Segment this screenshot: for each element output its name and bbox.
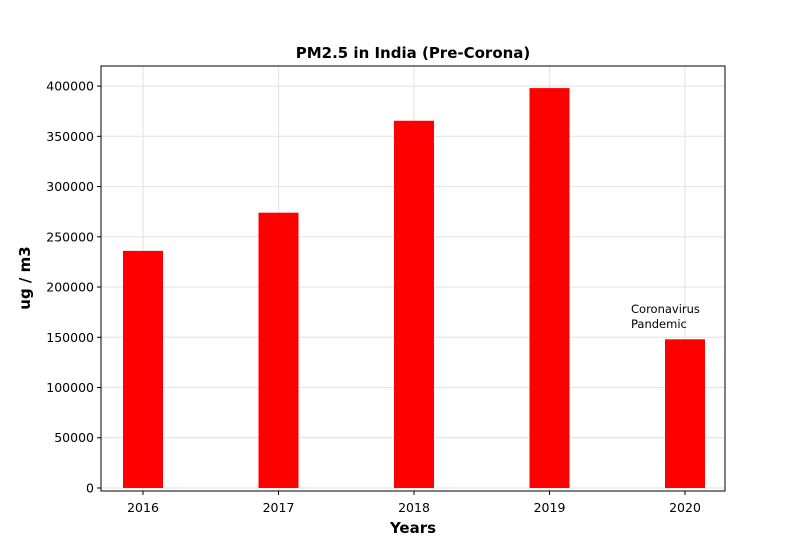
y-tick-label: 250000 [46, 229, 94, 244]
y-tick-label: 350000 [46, 129, 94, 144]
bar-2018 [394, 120, 434, 488]
bar-2016 [123, 250, 163, 488]
x-tick-label: 2017 [263, 500, 295, 515]
y-tick-label: 300000 [46, 179, 94, 194]
bar-2020 [665, 339, 705, 488]
x-tick-label: 2018 [398, 500, 430, 515]
annotation-line: Pandemic [631, 317, 687, 331]
y-tick-label: 50000 [54, 430, 94, 445]
annotation-line: Coronavirus [631, 302, 700, 316]
plot-frame [100, 65, 726, 492]
y-axis-label: ug / m3 [16, 246, 34, 309]
x-tick-label: 2020 [669, 500, 701, 515]
x-axis-label: Years [389, 519, 436, 537]
x-tick-label: 2016 [127, 500, 159, 515]
y-axis-ticks: 0 50000 100000 150000 200000 250000 300000 3500… [46, 79, 101, 495]
bars [123, 88, 705, 488]
bar-2017 [258, 212, 299, 488]
y-tick-label: 200000 [46, 280, 94, 295]
x-axis-ticks: 2016 2017 2018 2019 2020 [127, 491, 701, 515]
y-tick-label: 150000 [46, 330, 94, 345]
x-tick-label: 2019 [534, 500, 566, 515]
y-tick-label: 100000 [46, 380, 94, 395]
bar-2019 [529, 88, 570, 488]
chart-title: PM2.5 in India (Pre-Corona) [296, 44, 531, 62]
y-tick-label: 0 [86, 480, 94, 495]
y-tick-label: 400000 [46, 79, 94, 94]
